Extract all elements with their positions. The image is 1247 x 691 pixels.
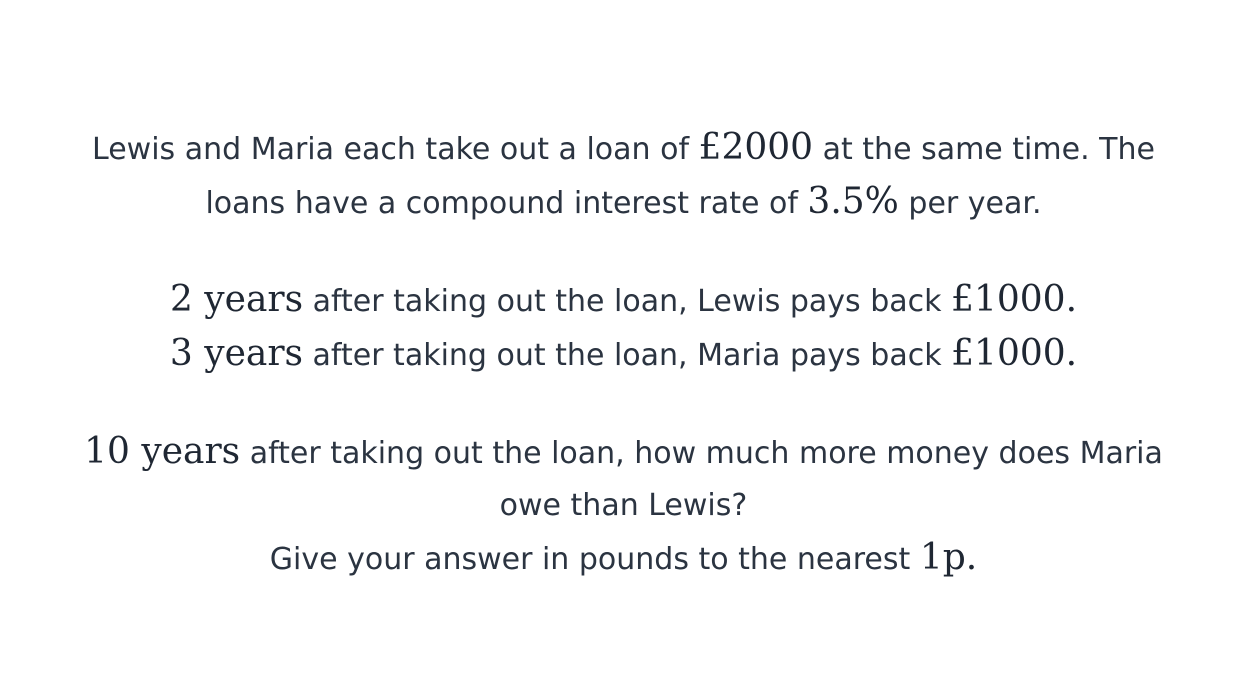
maria-repayment-text: after taking out the loan, Maria pays ba…: [303, 338, 952, 373]
question-line-2-text: owe than Lewis?: [499, 488, 748, 523]
question-text: Lewis and Maria each take out a loan of …: [0, 122, 1247, 586]
maria-repayment-end: .: [1065, 333, 1078, 374]
loan-setup-line-1: Lewis and Maria each take out a loan of …: [30, 122, 1217, 176]
answer-instruction-text: Give your answer in pounds to the neares…: [269, 542, 920, 577]
maria-years-unit: years: [192, 333, 304, 374]
repayment-paragraph: 2 years after taking out the loan, Lewis…: [0, 274, 1247, 382]
question-line-2: owe than Lewis?: [30, 480, 1217, 532]
lewis-repayment-end: .: [1065, 279, 1078, 320]
answer-instruction-end: .: [965, 537, 978, 578]
interest-rate: 3.5%: [807, 181, 899, 222]
question-line-1-text: after taking out the loan, how much more…: [240, 436, 1163, 471]
question-years-number: 10: [84, 431, 130, 472]
answer-precision: 1p: [919, 537, 966, 578]
lewis-repayment-amount: £1000: [951, 279, 1066, 320]
loan-setup-text-after: at the same time. The: [813, 132, 1155, 167]
question-paragraph: 10 years after taking out the loan, how …: [0, 426, 1247, 586]
question-line-1: 10 years after taking out the loan, how …: [30, 426, 1217, 480]
lewis-repayment-text: after taking out the loan, Lewis pays ba…: [303, 284, 952, 319]
lewis-repayment-line: 2 years after taking out the loan, Lewis…: [30, 274, 1217, 328]
maria-years-number: 3: [169, 333, 193, 374]
loan-setup-text-before: Lewis and Maria each take out a loan of: [92, 132, 699, 167]
question-years-unit: years: [129, 431, 241, 472]
maria-repayment-amount: £1000: [951, 333, 1066, 374]
interest-text-before: loans have a compound interest rate of: [205, 186, 808, 221]
lewis-years-unit: years: [192, 279, 304, 320]
interest-text-after: per year.: [898, 186, 1042, 221]
loan-setup-line-2: loans have a compound interest rate of 3…: [30, 176, 1217, 230]
lewis-years-number: 2: [169, 279, 193, 320]
loan-setup-paragraph: Lewis and Maria each take out a loan of …: [0, 122, 1247, 230]
maria-repayment-line: 3 years after taking out the loan, Maria…: [30, 328, 1217, 382]
loan-amount: £2000: [698, 127, 814, 168]
answer-instruction-line: Give your answer in pounds to the neares…: [30, 532, 1217, 586]
